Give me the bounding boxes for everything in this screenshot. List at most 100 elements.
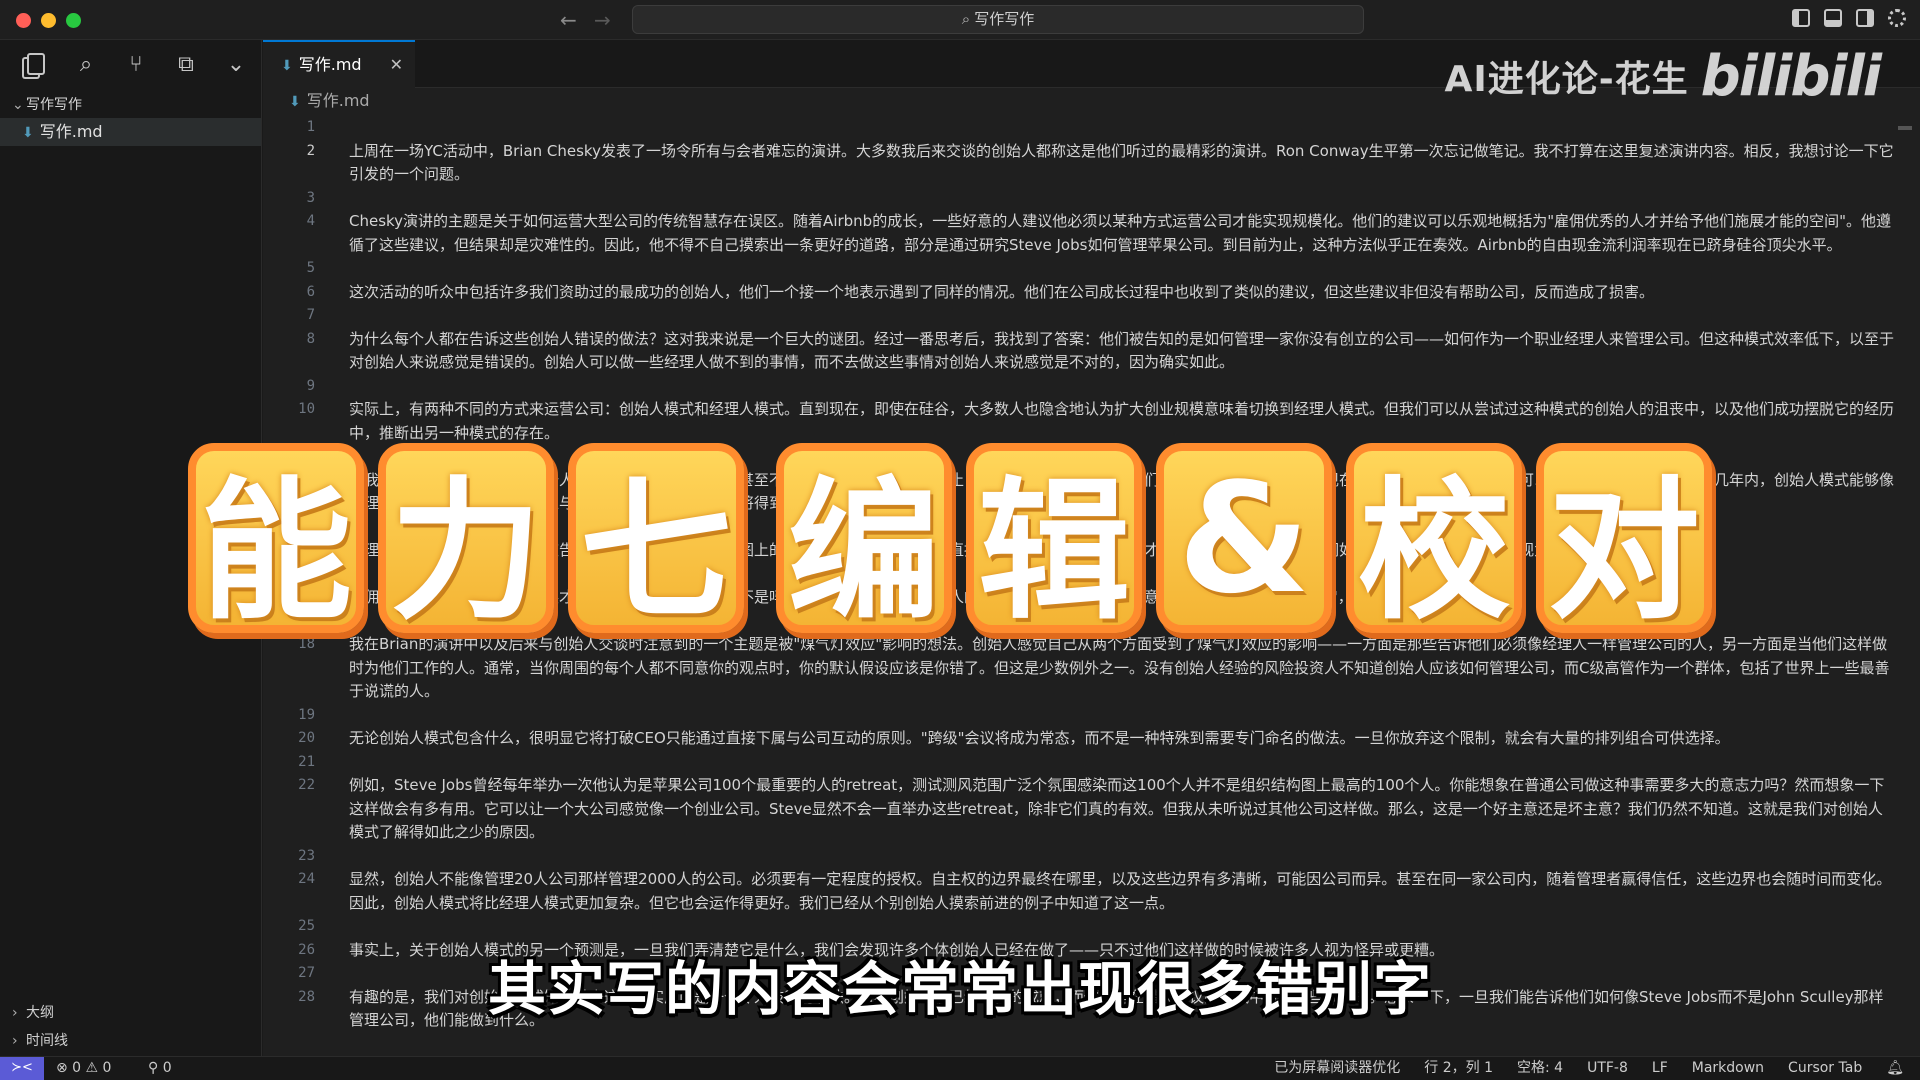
line-number: 10: [298, 401, 315, 417]
title-banner-char: 校: [1346, 443, 1522, 640]
breadcrumb[interactable]: ⬇ 写作.md: [263, 88, 1920, 116]
tab-label: 写作.md: [298, 55, 362, 74]
video-subtitle: 其实写的内容会常常出现很多错别字: [487, 955, 1432, 1023]
code-line[interactable]: 25: [263, 915, 1920, 939]
line-text: 例如，Steve Jobs曾经每年举办一次他认为是苹果公司100个最重要的人的r…: [349, 776, 1885, 841]
explorer-files-icon[interactable]: [24, 52, 48, 76]
activity-bar: ⌕ ⑂ ⧉ ⌄: [0, 40, 261, 88]
line-text: [315, 915, 373, 939]
code-line[interactable]: 8 为什么每个人都在告诉这些创始人错误的做法？这对我来说是一个巨大的谜团。经过一番…: [263, 328, 1920, 375]
code-line[interactable]: 18 我在Brian的演讲中以及后来与创始人交谈时注意到的一个主题是被"煤气灯效应…: [263, 633, 1920, 704]
indentation-status[interactable]: 空格: 4: [1517, 1060, 1564, 1076]
tab-mode-status[interactable]: Cursor Tab: [1788, 1060, 1863, 1076]
title-banner-char: 七: [568, 443, 744, 640]
line-text: [315, 304, 373, 328]
explorer-folder-header[interactable]: ⌄ 写作写作: [0, 92, 261, 118]
watermark-author: AI进化论-花生: [1444, 59, 1689, 100]
remote-indicator-icon[interactable]: ≻<: [0, 1057, 44, 1080]
back-arrow-icon[interactable]: ←: [560, 8, 577, 32]
maximize-window-button[interactable]: [66, 13, 81, 28]
eol-status[interactable]: LF: [1651, 1060, 1668, 1076]
file-item[interactable]: ⬇ 写作.md: [0, 118, 261, 146]
code-line[interactable]: 24 显然，创始人不能像管理20人公司那样管理2000人的公司。必须要有一定程度的…: [263, 868, 1920, 915]
more-views-chevron-down-icon[interactable]: ⌄: [226, 51, 246, 77]
code-line[interactable]: 26 事实上，关于创始人模式的另一个预测是，一旦我们弄清楚它是什么，我们会发现许多…: [263, 939, 1920, 963]
code-line[interactable]: 1: [263, 116, 1920, 140]
code-line[interactable]: 27: [263, 962, 1920, 986]
line-text: [315, 257, 373, 281]
command-center-label: 写作写作: [974, 10, 1035, 28]
code-line[interactable]: 19: [263, 704, 1920, 728]
line-number: 25: [298, 918, 315, 934]
line-text: [315, 116, 373, 140]
code-line[interactable]: 22 例如，Steve Jobs曾经每年举办一次他认为是苹果公司100个最重要的人…: [263, 774, 1920, 845]
folder-label: 写作写作: [26, 97, 82, 113]
chevron-right-icon: ›: [12, 1033, 18, 1049]
line-number: 22: [298, 777, 315, 793]
status-bar: ≻< ⊗ 0 ⚠ 0 ⚲ 0 已为屏幕阅读器优化 行 2，列 1 空格: 4 U…: [0, 1056, 1920, 1080]
line-number: 27: [298, 965, 315, 981]
source-control-icon[interactable]: ⑂: [129, 51, 143, 77]
title-banner-char: 编: [776, 443, 952, 640]
code-line[interactable]: 21: [263, 751, 1920, 775]
search-icon[interactable]: ⌕: [79, 51, 93, 77]
notifications-bell-icon[interactable]: 🔔︎: [1886, 1060, 1904, 1076]
line-text: [315, 751, 373, 775]
timeline-label: 时间线: [26, 1033, 68, 1049]
toggle-secondary-sidebar-icon[interactable]: [1856, 9, 1874, 27]
line-number: 24: [298, 871, 315, 887]
ports-status[interactable]: ⚲ 0: [148, 1060, 172, 1076]
search-icon: ⌕: [961, 10, 971, 28]
tab-file[interactable]: ⬇ 写作.md ✕: [263, 40, 415, 88]
title-banner-char: &: [1156, 443, 1332, 633]
code-line[interactable]: 6 这次活动的听众中包括许多我们资助过的最成功的创始人，他们一个接一个地表示遇到了…: [263, 281, 1920, 305]
encoding-status[interactable]: UTF-8: [1587, 1060, 1628, 1076]
settings-gear-icon[interactable]: [1888, 9, 1906, 27]
line-number: 26: [298, 941, 315, 958]
outline-section-header[interactable]: › 大纲: [0, 1000, 262, 1026]
chevron-right-icon: ›: [12, 1005, 18, 1021]
close-window-button[interactable]: [16, 13, 31, 28]
code-line[interactable]: 10 实际上，有两种不同的方式来运营公司：创始人模式和经理人模式。直到现在，即使在…: [263, 398, 1920, 445]
code-line[interactable]: 4 Chesky演讲的主题是关于如何运营大型公司的传统智慧存在误区。随着Airbn…: [263, 210, 1920, 257]
code-line[interactable]: 3: [263, 187, 1920, 211]
code-line[interactable]: 9: [263, 375, 1920, 399]
screen-reader-status[interactable]: 已为屏幕阅读器优化: [1274, 1060, 1401, 1076]
title-banner-char: 辑: [966, 443, 1142, 640]
cursor-position[interactable]: 行 2，列 1: [1424, 1060, 1493, 1076]
layout-controls: [1792, 9, 1906, 27]
code-line[interactable]: 23: [263, 845, 1920, 869]
timeline-section-header[interactable]: › 时间线: [0, 1028, 262, 1054]
outline-label: 大纲: [26, 1005, 54, 1021]
line-number: 21: [298, 753, 315, 770]
toggle-panel-icon[interactable]: [1824, 9, 1842, 27]
language-mode[interactable]: Markdown: [1691, 1060, 1765, 1076]
markdown-file-icon: ⬇: [22, 125, 34, 141]
line-number: 8: [306, 330, 315, 347]
code-line[interactable]: 5: [263, 257, 1920, 281]
line-number: 18: [298, 636, 315, 652]
code-line[interactable]: 20 无论创始人模式包含什么，很明显它将打破CEO只能通过直接下属与公司互动的原则…: [263, 727, 1920, 751]
line-text: 显然，创始人不能像管理20人公司那样管理2000人的公司。必须要有一定程度的授权…: [349, 870, 1892, 912]
code-line[interactable]: 2 上周在一场YC活动中，Brian Chesky发表了一场令所有与会者难忘的演讲…: [263, 140, 1920, 187]
title-banner-char: 能: [188, 443, 364, 640]
video-watermark: AI进化论-花生 bilibili: [1444, 44, 1882, 109]
code-line[interactable]: 7: [263, 304, 1920, 328]
line-number: 4: [306, 213, 315, 229]
code-line[interactable]: 28 有趣的是，我们对创始人模式知之甚少这一事实反而是一个令人鼓舞的想法。看看创始…: [263, 986, 1920, 1033]
minimize-window-button[interactable]: [41, 13, 56, 28]
tab-bar: ⬇ 写作.md ✕: [263, 40, 1920, 88]
line-number: 23: [298, 847, 315, 864]
scrollbar-thumb[interactable]: [1898, 126, 1912, 130]
problems-status[interactable]: ⊗ 0 ⚠ 0: [56, 1060, 112, 1076]
close-icon[interactable]: ✕: [389, 55, 403, 74]
line-number: 7: [306, 307, 315, 323]
line-text: 这次活动的听众中包括许多我们资助过的最成功的创始人，他们一个接一个地表示遇到了同…: [349, 282, 1655, 301]
line-text: 事实上，关于创始人模式的另一个预测是，一旦我们弄清楚它是什么，我们会发现许多个体…: [349, 940, 1445, 959]
toggle-primary-sidebar-icon[interactable]: [1792, 9, 1810, 27]
line-text: [315, 375, 373, 399]
command-center-search[interactable]: ⌕ 写作写作: [632, 5, 1364, 34]
extensions-icon[interactable]: ⧉: [178, 51, 194, 77]
line-number: 9: [306, 377, 315, 394]
forward-arrow-icon[interactable]: →: [594, 8, 611, 32]
